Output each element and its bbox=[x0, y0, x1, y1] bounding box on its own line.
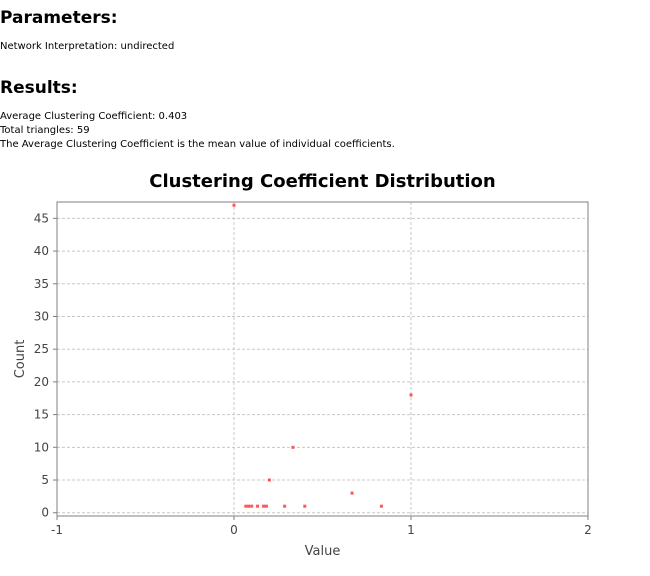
avg-clustering-text: Average Clustering Coefficient: 0.403 bbox=[0, 111, 188, 122]
data-point bbox=[232, 203, 236, 207]
y-tick-label: 30 bbox=[34, 309, 49, 323]
x-axis-label: Value bbox=[305, 544, 341, 559]
chart-title: Clustering Coefficient Distribution bbox=[149, 171, 495, 192]
data-point bbox=[244, 504, 248, 508]
x-tick-label: 0 bbox=[230, 523, 238, 537]
data-point bbox=[283, 504, 287, 508]
y-tick-label: 35 bbox=[34, 277, 49, 291]
data-point bbox=[379, 504, 383, 508]
results-heading: Results: bbox=[0, 78, 78, 98]
plot-background bbox=[57, 202, 588, 516]
data-point bbox=[250, 504, 254, 508]
y-tick-label: 0 bbox=[41, 506, 49, 520]
y-tick-label: 10 bbox=[34, 440, 49, 454]
plot-border bbox=[56, 201, 589, 517]
clustering-chart: Clustering Coefficient Distribution05101… bbox=[13, 171, 592, 559]
y-tick-label: 15 bbox=[34, 408, 49, 422]
description-text: The Average Clustering Coefficient is th… bbox=[0, 139, 395, 150]
y-tick-label: 40 bbox=[34, 244, 49, 258]
total-triangles-text: Total triangles: 59 bbox=[0, 125, 90, 136]
y-tick-label: 45 bbox=[34, 211, 49, 225]
x-tick-label: -1 bbox=[51, 523, 63, 537]
data-point bbox=[264, 504, 268, 508]
y-tick-label: 5 bbox=[41, 473, 49, 487]
data-point bbox=[350, 491, 354, 495]
y-tick-label: 25 bbox=[34, 342, 49, 356]
parameters-heading: Parameters: bbox=[0, 8, 118, 28]
data-point bbox=[262, 504, 266, 508]
y-axis-label: Count bbox=[13, 340, 28, 379]
data-point bbox=[291, 445, 295, 449]
network-interpretation-text: Network Interpretation: undirected bbox=[0, 41, 175, 52]
data-point bbox=[267, 478, 271, 482]
data-point bbox=[256, 504, 260, 508]
data-point bbox=[247, 504, 251, 508]
x-tick-label: 2 bbox=[584, 523, 592, 537]
y-tick-label: 20 bbox=[34, 375, 49, 389]
x-tick-label: 1 bbox=[407, 523, 415, 537]
data-point bbox=[409, 393, 413, 397]
data-point bbox=[303, 504, 307, 508]
